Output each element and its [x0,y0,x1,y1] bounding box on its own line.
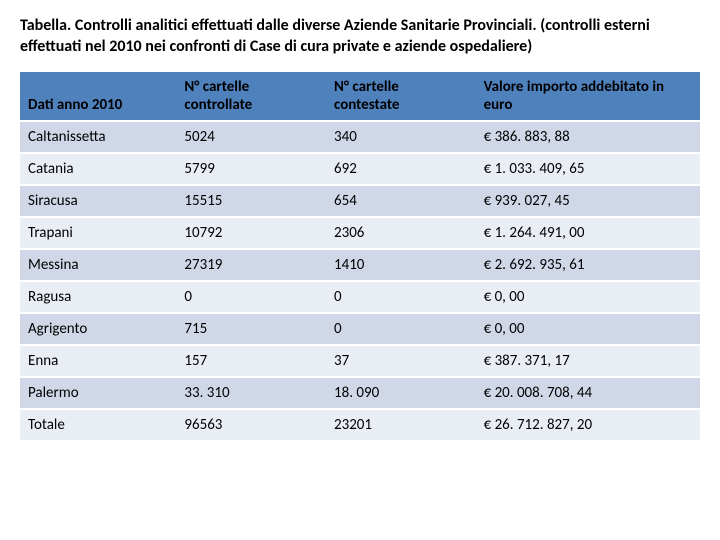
table-row: Catania 5799 692 € 1. 033. 409, 65 [20,153,700,185]
cell: 1410 [326,249,476,281]
cell: Agrigento [20,313,176,345]
col-header-1: N° cartelle controllate [176,72,326,121]
cell: 10792 [176,217,326,249]
col-header-3: Valore importo addebitato in euro [476,72,700,121]
table-row: Caltanissetta 5024 340 € 386. 883, 88 [20,121,700,153]
cell: € 386. 883, 88 [476,121,700,153]
cell: Palermo [20,377,176,409]
cell: Ragusa [20,281,176,313]
cell: Caltanissetta [20,121,176,153]
cell: 0 [176,281,326,313]
cell: Messina [20,249,176,281]
cell: € 2. 692. 935, 61 [476,249,700,281]
cell: 692 [326,153,476,185]
cell: 27319 [176,249,326,281]
cell: 15515 [176,185,326,217]
cell: € 0, 00 [476,313,700,345]
cell: Trapani [20,217,176,249]
cell: 5024 [176,121,326,153]
data-table: Dati anno 2010 N° cartelle controllate N… [20,72,700,442]
cell: € 1. 264. 491, 00 [476,217,700,249]
cell: 654 [326,185,476,217]
cell: Enna [20,345,176,377]
cell: 5799 [176,153,326,185]
cell: 715 [176,313,326,345]
cell: 0 [326,281,476,313]
cell: 23201 [326,409,476,441]
cell: Totale [20,409,176,441]
cell: € 0, 00 [476,281,700,313]
col-header-2: N° cartelle contestate [326,72,476,121]
cell: € 20. 008. 708, 44 [476,377,700,409]
cell: 2306 [326,217,476,249]
table-body: Caltanissetta 5024 340 € 386. 883, 88 Ca… [20,121,700,441]
table-row: Agrigento 715 0 € 0, 00 [20,313,700,345]
cell: 0 [326,313,476,345]
cell: € 387. 371, 17 [476,345,700,377]
table-row: Siracusa 15515 654 € 939. 027, 45 [20,185,700,217]
cell: 340 [326,121,476,153]
cell: 18. 090 [326,377,476,409]
table-row: Totale 96563 23201 € 26. 712. 827, 20 [20,409,700,441]
table-row: Trapani 10792 2306 € 1. 264. 491, 00 [20,217,700,249]
table-row: Palermo 33. 310 18. 090 € 20. 008. 708, … [20,377,700,409]
cell: 157 [176,345,326,377]
cell: Catania [20,153,176,185]
cell: € 26. 712. 827, 20 [476,409,700,441]
table-row: Ragusa 0 0 € 0, 00 [20,281,700,313]
table-header-row: Dati anno 2010 N° cartelle controllate N… [20,72,700,121]
table-row: Messina 27319 1410 € 2. 692. 935, 61 [20,249,700,281]
table-title: Tabella. Controlli analitici effettuati … [20,16,700,58]
table-row: Enna 157 37 € 387. 371, 17 [20,345,700,377]
cell: € 1. 033. 409, 65 [476,153,700,185]
cell: 96563 [176,409,326,441]
cell: 33. 310 [176,377,326,409]
cell: Siracusa [20,185,176,217]
col-header-0: Dati anno 2010 [20,72,176,121]
cell: 37 [326,345,476,377]
cell: € 939. 027, 45 [476,185,700,217]
